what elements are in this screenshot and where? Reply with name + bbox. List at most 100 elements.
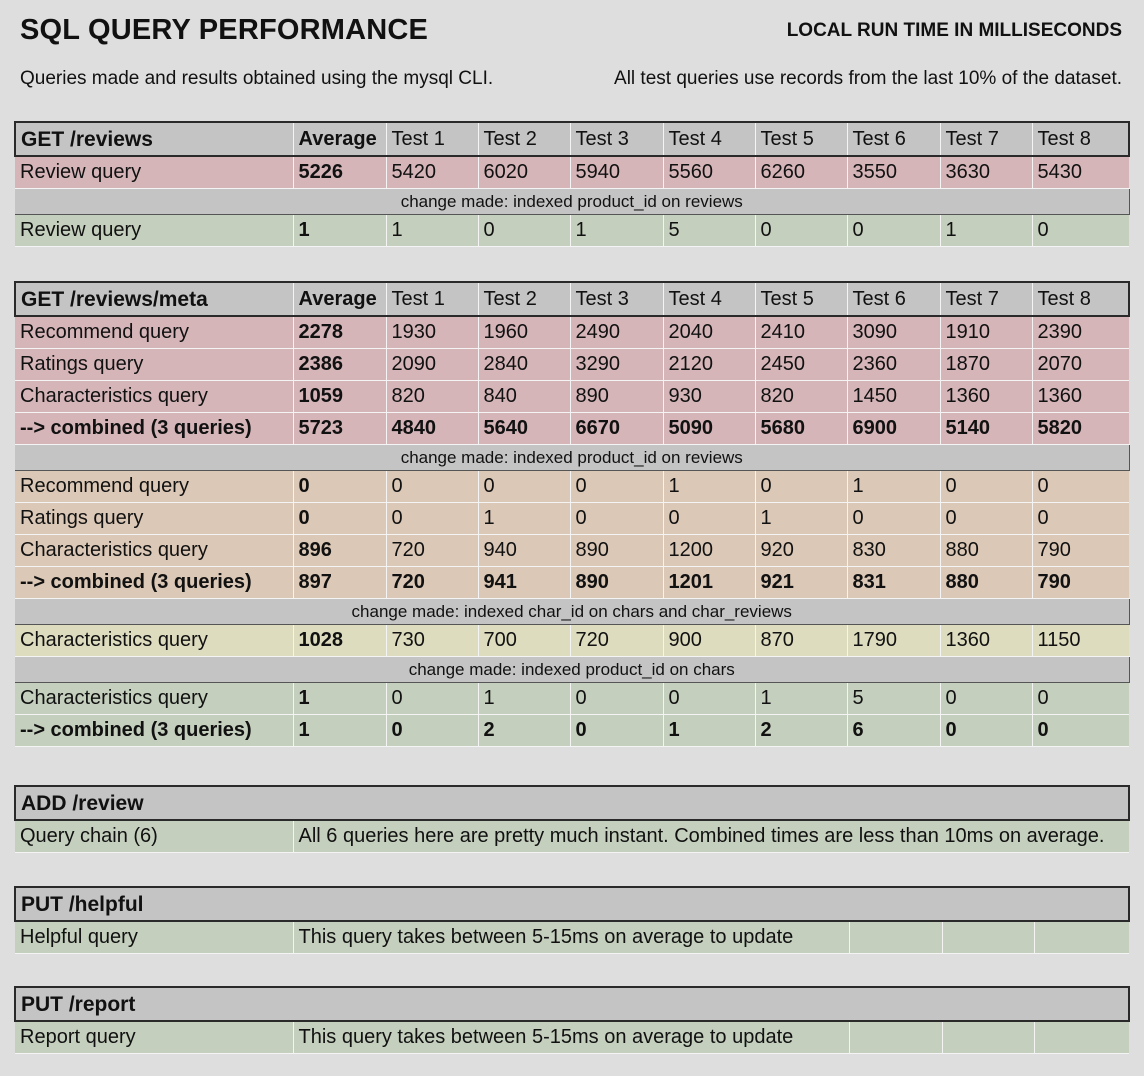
column-header-test-7: Test 7 bbox=[939, 281, 1032, 317]
test-value: 0 bbox=[846, 214, 940, 247]
test-value: 840 bbox=[477, 380, 570, 413]
test-value: 1 bbox=[846, 470, 940, 503]
average-value: 5226 bbox=[292, 156, 386, 189]
change-note: change made: indexed product_id on revie… bbox=[15, 188, 1130, 215]
test-value: 0 bbox=[569, 682, 663, 715]
meta-after-2: Characteristics query 1028 730 700 720 900 870… bbox=[15, 624, 1129, 657]
meta-before: Recommend query 2278 1930 1960 2490 2040 2410 3… bbox=[15, 316, 1129, 445]
note-cli: Queries made and results obtained using … bbox=[20, 68, 494, 89]
test-value: 1 bbox=[662, 470, 755, 503]
test-value: 5820 bbox=[1031, 412, 1129, 445]
change-note-row: change made: indexed product_id on chars bbox=[15, 656, 1130, 683]
test-value: 2450 bbox=[754, 348, 847, 381]
average-value: 2278 bbox=[292, 316, 386, 349]
test-value: 700 bbox=[477, 624, 570, 657]
test-value: 0 bbox=[1031, 470, 1129, 503]
column-header-test-8: Test 8 bbox=[1031, 121, 1130, 157]
test-value: 5 bbox=[846, 682, 940, 715]
test-value: 0 bbox=[1031, 714, 1129, 747]
helpful-title: PUT /helpful bbox=[13, 886, 1131, 922]
change-note-row: change made: indexed char_id on chars an… bbox=[15, 598, 1130, 625]
test-value: 1 bbox=[754, 682, 847, 715]
test-value: 1 bbox=[939, 214, 1032, 247]
section-head-row: GET /reviews/meta Average Test 1 Test 2 Test… bbox=[14, 281, 1130, 317]
test-value: 1930 bbox=[385, 316, 478, 349]
average-value: 0 bbox=[292, 470, 386, 503]
test-value: 820 bbox=[754, 380, 847, 413]
table-row: --> combined (3 queries) 1 0 2 0 1 2 6 0 0 bbox=[15, 714, 1129, 747]
test-value: 6020 bbox=[477, 156, 570, 189]
test-value: 1 bbox=[477, 682, 570, 715]
add-review-title: ADD /review bbox=[13, 785, 1131, 821]
average-value: 896 bbox=[292, 534, 386, 567]
add-review-note: All 6 queries here are pretty much insta… bbox=[292, 820, 1130, 853]
table-row: Review query 1 1 0 1 5 0 0 1 0 bbox=[15, 214, 1129, 247]
column-header-test-3: Test 3 bbox=[569, 281, 663, 317]
change-note: change made: indexed product_id on revie… bbox=[15, 444, 1130, 471]
section-title: GET /reviews/meta bbox=[14, 281, 293, 317]
test-value: 900 bbox=[662, 624, 755, 657]
test-value: 5 bbox=[662, 214, 755, 247]
test-value: 720 bbox=[569, 624, 663, 657]
test-value: 730 bbox=[385, 624, 478, 657]
row-label: --> combined (3 queries) bbox=[15, 566, 293, 599]
row-label: Ratings query bbox=[15, 348, 293, 381]
test-value: 890 bbox=[569, 566, 663, 599]
row-label: Review query bbox=[15, 214, 293, 247]
empty-cell bbox=[941, 1021, 1034, 1054]
test-value: 5420 bbox=[385, 156, 478, 189]
average-value: 5723 bbox=[292, 412, 386, 445]
test-value: 2360 bbox=[846, 348, 940, 381]
row-label: --> combined (3 queries) bbox=[15, 714, 293, 747]
test-value: 790 bbox=[1031, 534, 1129, 567]
test-value: 2120 bbox=[662, 348, 755, 381]
test-value: 941 bbox=[477, 566, 570, 599]
row-label: --> combined (3 queries) bbox=[15, 412, 293, 445]
reviews-before: Review query 5226 5420 6020 5940 5560 6260 3550… bbox=[15, 156, 1129, 189]
reviews-after: Review query 1 1 0 1 5 0 0 1 0 bbox=[15, 214, 1129, 247]
test-value: 0 bbox=[939, 682, 1032, 715]
average-value: 1 bbox=[292, 714, 386, 747]
test-value: 0 bbox=[385, 470, 478, 503]
table-row: Characteristics query 1 0 1 0 0 1 5 0 0 bbox=[15, 682, 1129, 715]
table-row: Ratings query 2386 2090 2840 3290 2120 2450 236… bbox=[15, 348, 1129, 381]
row-label: Query chain (6) bbox=[15, 820, 293, 853]
test-value: 1 bbox=[754, 502, 847, 535]
note-dataset: All test queries use records from the la… bbox=[614, 68, 1122, 89]
test-value: 1 bbox=[569, 214, 663, 247]
test-value: 6670 bbox=[569, 412, 663, 445]
test-value: 2070 bbox=[1031, 348, 1129, 381]
test-value: 3090 bbox=[846, 316, 940, 349]
test-value: 2 bbox=[477, 714, 570, 747]
table-row: Characteristics query 896 720 940 890 1200 920… bbox=[15, 534, 1129, 567]
average-value: 1028 bbox=[292, 624, 386, 657]
column-header-test-6: Test 6 bbox=[846, 281, 940, 317]
test-value: 830 bbox=[846, 534, 940, 567]
test-value: 0 bbox=[662, 502, 755, 535]
test-value: 1360 bbox=[939, 380, 1032, 413]
test-value: 0 bbox=[662, 682, 755, 715]
meta-change-3: change made: indexed product_id on chars bbox=[15, 656, 1130, 683]
test-value: 2090 bbox=[385, 348, 478, 381]
test-value: 0 bbox=[754, 214, 847, 247]
test-value: 940 bbox=[477, 534, 570, 567]
test-value: 831 bbox=[846, 566, 940, 599]
test-value: 890 bbox=[569, 534, 663, 567]
meta-head: GET /reviews/meta Average Test 1 Test 2 Test… bbox=[14, 281, 1130, 317]
column-header-test-5: Test 5 bbox=[754, 121, 847, 157]
report-note: This query takes between 5-15ms on avera… bbox=[292, 1021, 849, 1054]
row-label: Review query bbox=[15, 156, 293, 189]
test-value: 820 bbox=[385, 380, 478, 413]
test-value: 1360 bbox=[1031, 380, 1129, 413]
report-head-row: PUT /report bbox=[13, 986, 1131, 1022]
meta-change-2: change made: indexed char_id on chars an… bbox=[15, 598, 1130, 625]
test-value: 1910 bbox=[939, 316, 1032, 349]
test-value: 0 bbox=[569, 714, 663, 747]
column-header-test-4: Test 4 bbox=[662, 121, 755, 157]
reviews-change-1: change made: indexed product_id on revie… bbox=[15, 188, 1130, 215]
test-value: 1870 bbox=[939, 348, 1032, 381]
test-value: 0 bbox=[1031, 682, 1129, 715]
average-value: 1 bbox=[292, 214, 386, 247]
section-title: GET /reviews bbox=[14, 121, 293, 157]
section-head-row: GET /reviews Average Test 1 Test 2 Test 3 Tes… bbox=[14, 121, 1130, 157]
